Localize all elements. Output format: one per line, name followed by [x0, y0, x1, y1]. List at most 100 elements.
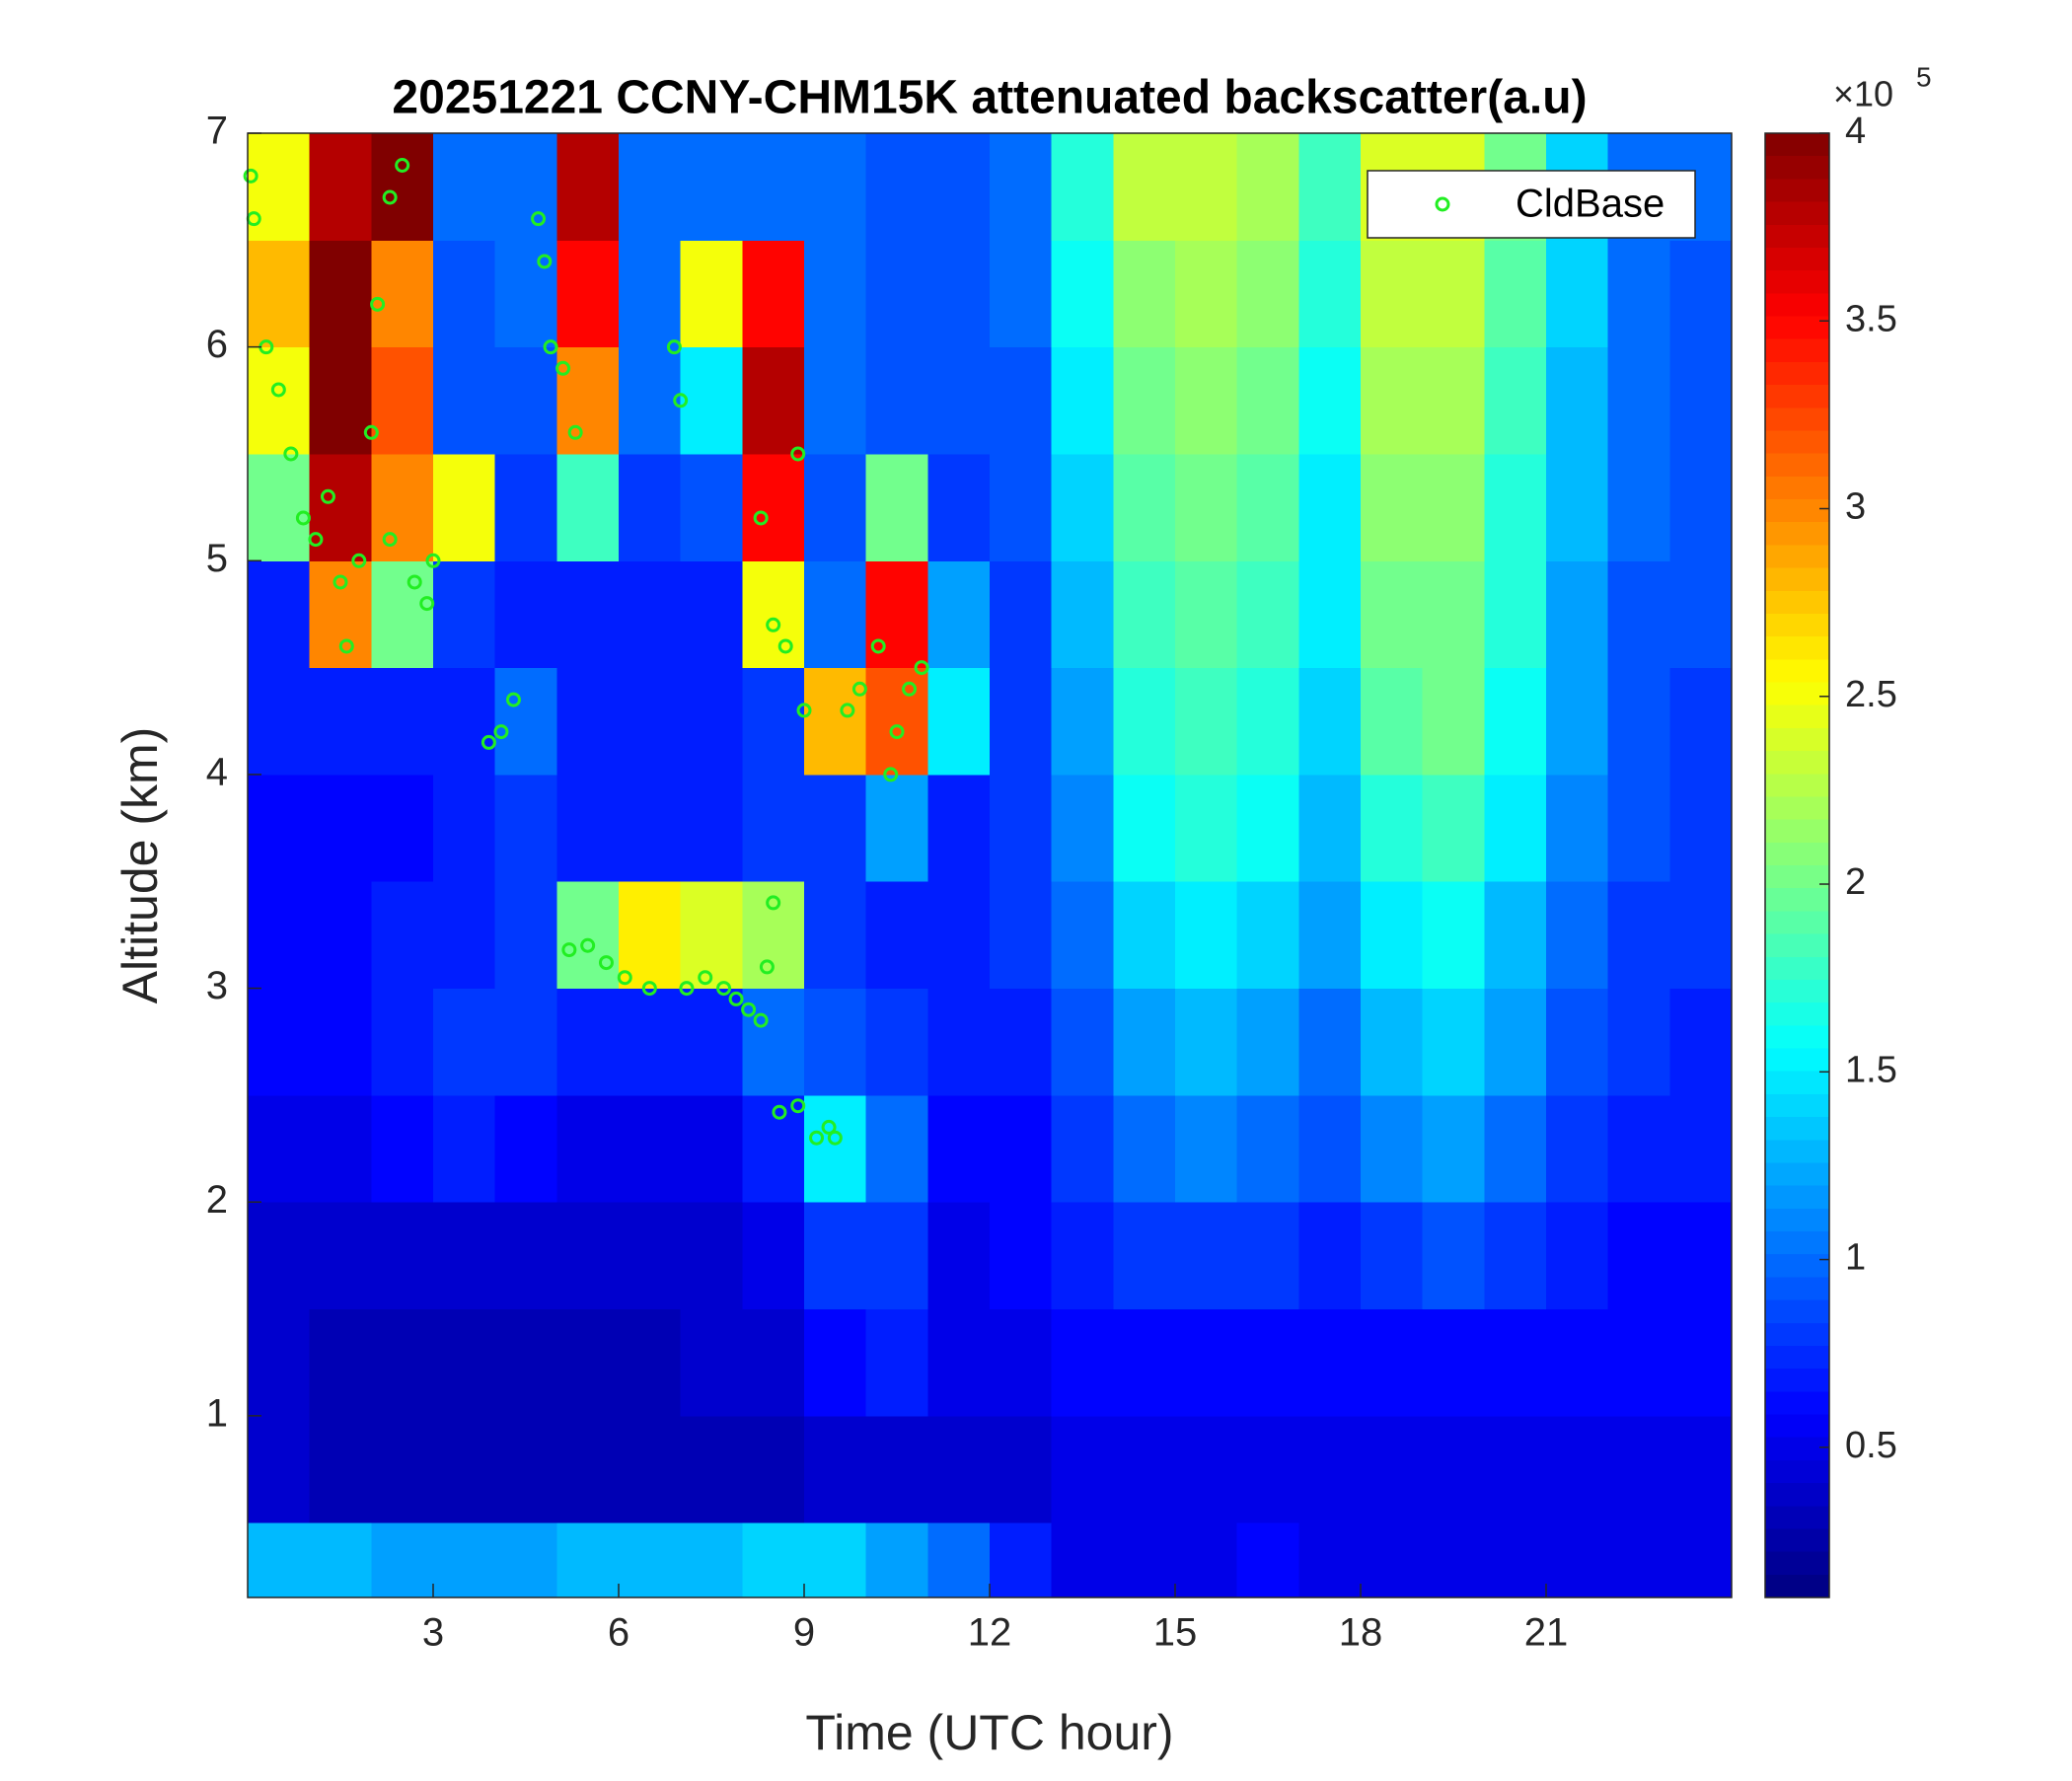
heatmap-cell: [680, 774, 743, 882]
colorbar-swatch: [1765, 1025, 1829, 1049]
cloud-base-point: [753, 1012, 769, 1028]
cloud-base-point: [840, 703, 855, 718]
heatmap-cell: [680, 560, 743, 669]
colorbar-swatch: [1765, 1002, 1829, 1026]
colorbar-tick-label: 2.5: [1845, 674, 1897, 715]
heatmap-cell: [1298, 1522, 1362, 1598]
heatmap-cell: [865, 346, 928, 455]
colorbar-tick-label: 1.5: [1845, 1049, 1897, 1090]
colorbar-swatch: [1765, 1162, 1829, 1187]
heatmap-cell: [309, 774, 372, 882]
heatmap-cell: [990, 1202, 1053, 1310]
heatmap-cell: [1113, 1415, 1176, 1523]
colorbar-swatch: [1765, 1369, 1829, 1392]
colorbar-swatch: [1765, 201, 1829, 226]
colorbar-swatch: [1765, 1231, 1829, 1255]
heatmap-cell: [619, 1308, 682, 1417]
heatmap-cell: [990, 560, 1053, 669]
chart-title: 20251221 CCNY-CHM15K attenuated backscat…: [392, 72, 1587, 124]
cloud-base-point: [370, 296, 386, 312]
cloud-base-point: [493, 724, 509, 740]
heatmap-cell: [680, 346, 743, 455]
heatmap-cell: [1484, 774, 1547, 882]
colorbar-swatch: [1765, 499, 1829, 523]
heatmap-cell: [742, 560, 805, 669]
heatmap-cell: [1051, 988, 1114, 1096]
heatmap-cell: [619, 1094, 682, 1203]
heatmap-cell: [1175, 133, 1238, 241]
colorbar-multiplier: ×10: [1833, 74, 1893, 114]
colorbar: [1765, 133, 1829, 1598]
heatmap-cell: [1236, 560, 1299, 669]
heatmap-cell: [371, 453, 434, 561]
y-tick-label: 6: [206, 323, 228, 366]
heatmap-cell: [680, 453, 743, 561]
heatmap-cell: [619, 1202, 682, 1310]
heatmap-cell: [494, 1308, 557, 1417]
heatmap-cell: [1607, 1202, 1670, 1310]
colorbar-swatch: [1765, 1483, 1829, 1507]
colorbar-swatch: [1765, 1414, 1829, 1439]
heatmap-cell: [742, 346, 805, 455]
heatmap-cell: [1422, 1094, 1485, 1203]
heatmap-cell: [556, 133, 620, 241]
heatmap-cell: [804, 346, 867, 455]
heatmap-cell: [433, 881, 496, 990]
heatmap-cell: [1669, 346, 1733, 455]
heatmap-cell: [804, 133, 867, 241]
heatmap-cell: [1236, 133, 1299, 241]
heatmap-cell: [1546, 988, 1609, 1096]
heatmap-cell: [990, 988, 1053, 1096]
heatmap-cell: [248, 1094, 311, 1203]
heatmap-cell: [804, 1415, 867, 1523]
heatmap-cell: [1669, 1202, 1733, 1310]
heatmap-cell: [1175, 1202, 1238, 1310]
cloud-base-point: [419, 596, 435, 612]
heatmap-cell: [1546, 240, 1609, 348]
colorbar-exponent: 5: [1916, 61, 1932, 92]
cloud-base-point: [753, 510, 769, 526]
heatmap-cell: [1051, 453, 1114, 561]
heatmap-cell: [1175, 453, 1238, 561]
heatmap-cell: [1484, 1094, 1547, 1203]
heatmap-cell: [742, 1308, 805, 1417]
heatmap-cell: [309, 1522, 372, 1598]
cloud-base-point: [679, 981, 695, 997]
heatmap-cell: [1361, 1308, 1424, 1417]
colorbar-swatch: [1765, 545, 1829, 569]
heatmap-cell: [1484, 560, 1547, 669]
colorbar-swatch: [1765, 888, 1829, 912]
heatmap-cell: [680, 1094, 743, 1203]
heatmap-cell: [1236, 667, 1299, 776]
colorbar-swatch: [1765, 933, 1829, 958]
heatmap-cell: [680, 1308, 743, 1417]
heatmap-cell: [1607, 1308, 1670, 1417]
heatmap-cell: [927, 1202, 991, 1310]
cloud-base-point: [716, 981, 732, 997]
heatmap-cell: [742, 453, 805, 561]
heatmap-cell: [742, 133, 805, 241]
heatmap-cell: [990, 240, 1053, 348]
heatmap-cell: [1607, 560, 1670, 669]
heatmap-cell: [248, 453, 311, 561]
cloud-base-point: [883, 767, 899, 782]
heatmap-cell: [927, 1522, 991, 1598]
heatmap-cell: [309, 1202, 372, 1310]
heatmap-cell: [1422, 774, 1485, 882]
heatmap-cell: [927, 240, 991, 348]
cloud-base-point: [698, 970, 713, 986]
scatter-series: [243, 157, 929, 1146]
heatmap-cell: [742, 1202, 805, 1310]
heatmap-cell: [804, 560, 867, 669]
heatmap-cell: [680, 988, 743, 1096]
heatmap-cell: [556, 1415, 620, 1523]
heatmap-cell: [248, 881, 311, 990]
colorbar-swatch: [1765, 224, 1829, 249]
heatmap-cell: [804, 1094, 867, 1203]
heatmap-cell: [248, 240, 311, 348]
colorbar-swatch: [1765, 179, 1829, 203]
heatmap-cell: [865, 1415, 928, 1523]
heatmap-cell: [1484, 988, 1547, 1096]
heatmap-cell: [804, 988, 867, 1096]
